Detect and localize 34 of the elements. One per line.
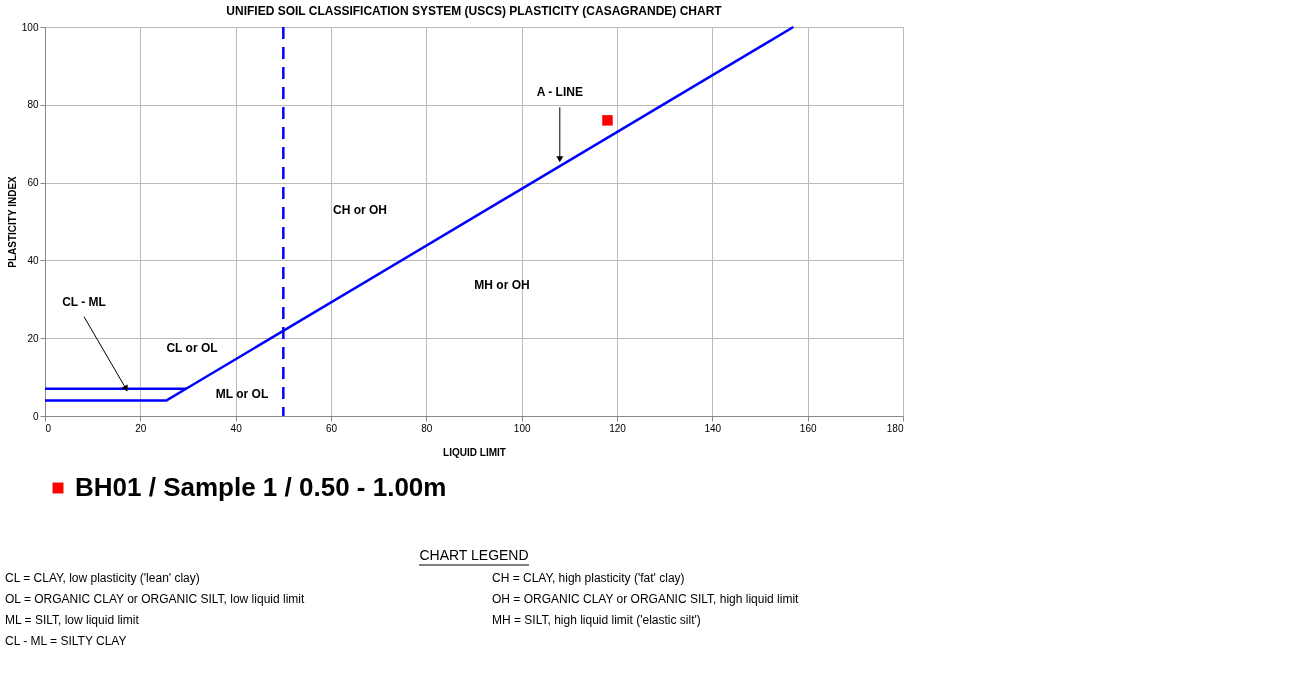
annotation: ML or OL — [215, 387, 269, 401]
text: ML = SILT, low liquid limit — [5, 613, 140, 627]
y-tick-label: 100 — [21, 21, 39, 33]
y-tick-label: 20 — [27, 332, 39, 344]
annotation: A - LINE — [536, 85, 583, 100]
text: MH = SILT, high liquid limit ('elastic silt') — [492, 613, 701, 627]
x-tick-label: 100 — [513, 422, 531, 434]
x-tick-label: 160 — [799, 422, 817, 434]
text: OH = ORGANIC CLAY or ORGANIC SILT, high liquid limit — [492, 592, 800, 606]
x-tick-label: 60 — [325, 422, 338, 434]
annotation: MH or OH — [474, 278, 530, 292]
x-tick-label: 40 — [230, 422, 243, 434]
legend-label: BH01 / Sample 1 / 0.50 - 1.00m — [75, 472, 447, 502]
x-tick-label: 0 — [45, 422, 52, 434]
x-tick-label: 180 — [886, 422, 904, 434]
text: CL = CLAY, low plasticity ('lean' clay) — [5, 571, 200, 585]
y-axis-title: PLASTICITY INDEX — [6, 175, 18, 268]
text: CL - ML = SILTY CLAY — [5, 634, 127, 648]
text: CH = CLAY, high plasticity ('fat' clay) — [492, 571, 685, 585]
text: CHART LEGEND — [419, 547, 529, 563]
chart-title: UNIFIED SOIL CLASSIFICATION SYSTEM (USCS) PLASTICITY (CASAGRANDE) CHART — [226, 4, 723, 18]
y-tick-label: 0 — [32, 410, 39, 422]
x-tick-label: 120 — [609, 422, 627, 434]
x-axis-title: LIQUID LIMIT — [443, 446, 506, 458]
x-tick-label: 20 — [135, 422, 147, 434]
annotation: CH or OH — [333, 203, 387, 217]
annotation: CL - ML — [62, 294, 106, 309]
y-tick-label: 60 — [27, 177, 39, 189]
y-tick-label: 40 — [27, 254, 39, 266]
x-tick-label: 80 — [421, 422, 433, 434]
annotation: CL or OL — [166, 341, 218, 355]
x-tick-label: 140 — [704, 422, 722, 434]
text: OL = ORGANIC CLAY or ORGANIC SILT, low liquid limit — [5, 592, 305, 606]
y-tick-label: 80 — [27, 99, 39, 111]
